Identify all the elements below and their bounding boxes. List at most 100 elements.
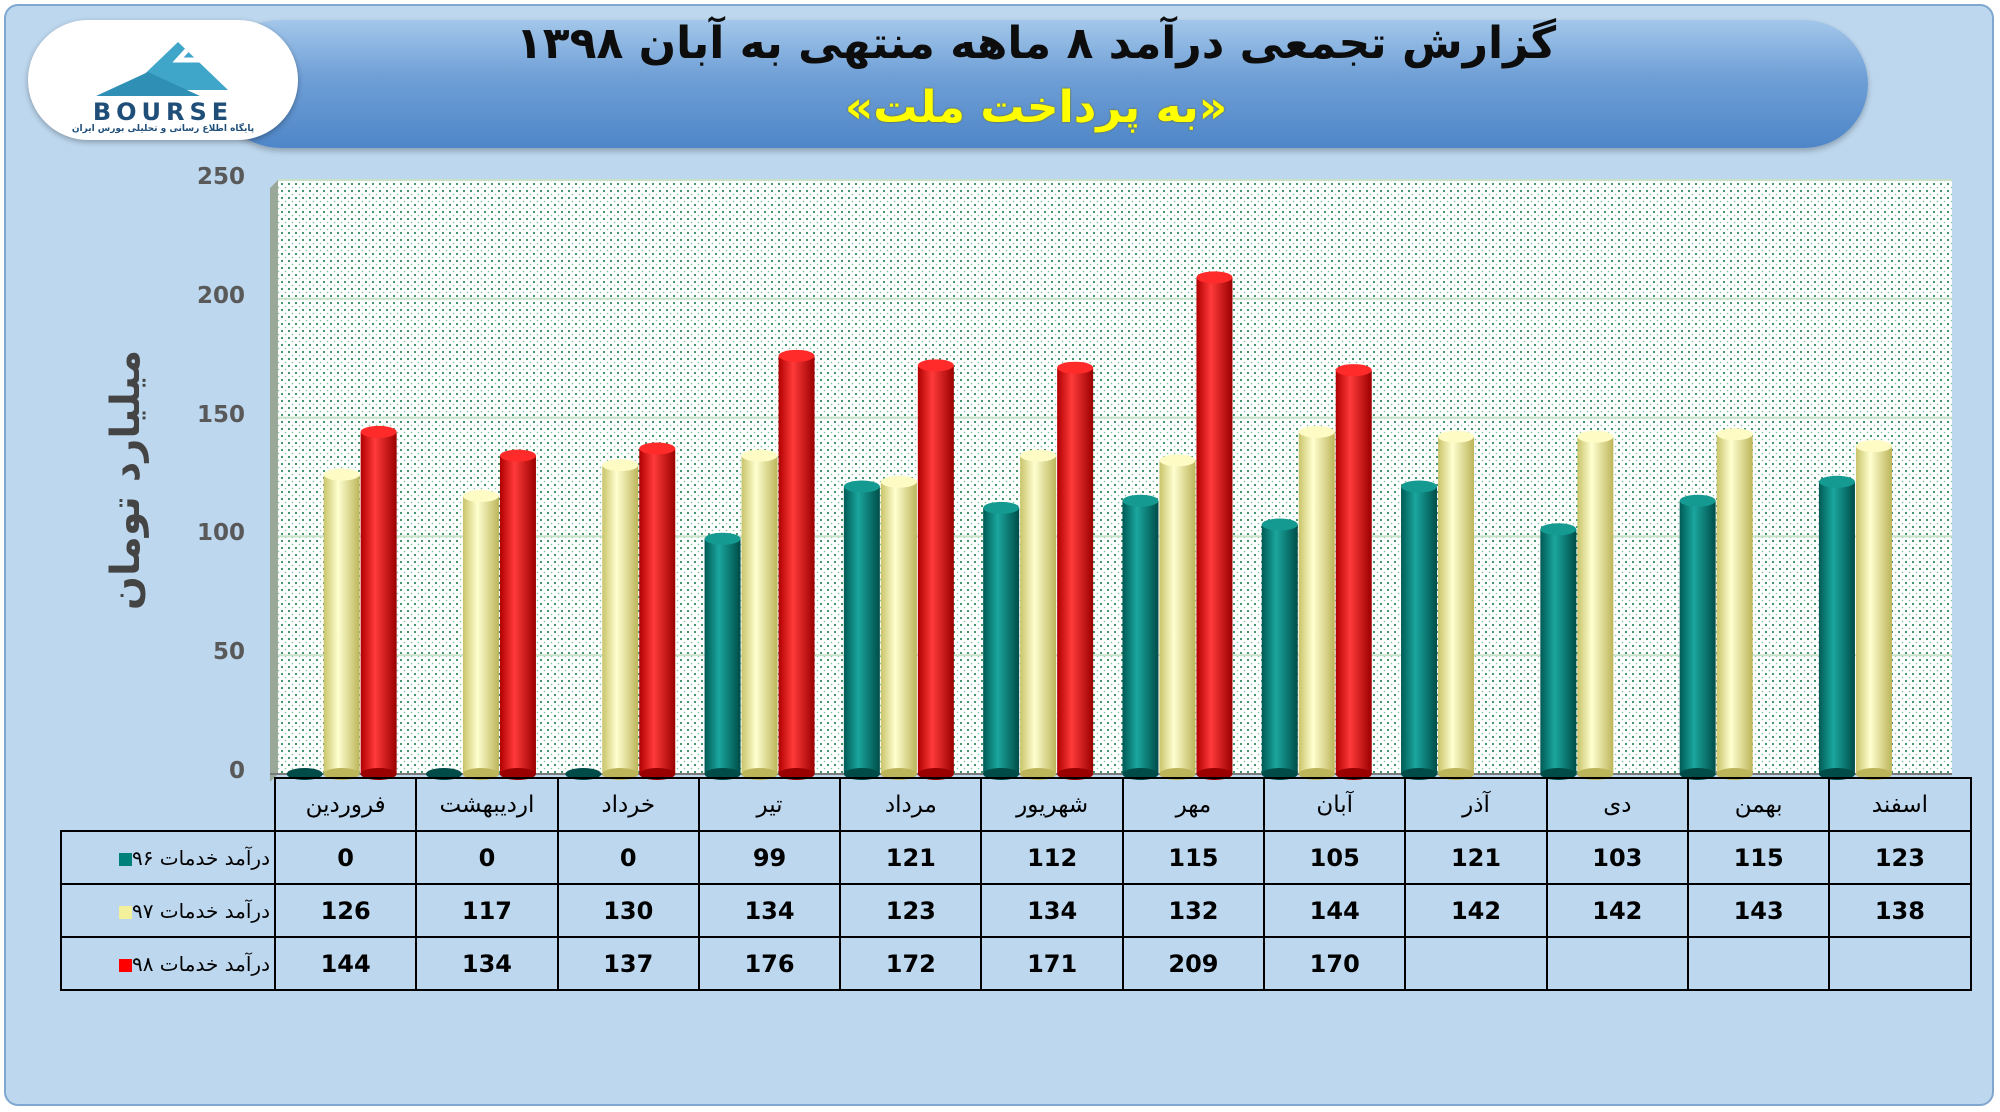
y-tick-label: 250 xyxy=(196,164,245,190)
bar-1-7 xyxy=(1298,425,1335,780)
bar-2-7 xyxy=(1335,364,1372,780)
x-tick-label: آذر xyxy=(1404,777,1548,832)
legend-swatch xyxy=(118,905,132,919)
bar-2-6 xyxy=(1196,271,1233,780)
bar-0-10 xyxy=(1679,494,1716,780)
plot-side-wall xyxy=(270,180,278,782)
data-label: 132 xyxy=(1121,883,1266,938)
chart-title: گزارش تجمعی درآمد ۸ ماهه منتهی به آبان ۱… xyxy=(515,18,1557,69)
chart-subtitle: «به پرداخت ملت» xyxy=(844,82,1228,133)
y-tick-label: 0 xyxy=(228,758,245,784)
bar-0-5 xyxy=(983,501,1020,780)
data-label xyxy=(1686,936,1831,991)
legend-entry: درآمد خدمات ۹۸ xyxy=(60,936,276,991)
data-label: 134 xyxy=(697,883,842,938)
data-label: 99 xyxy=(697,830,842,885)
legend-label: درآمد خدمات ۹۶ xyxy=(131,845,270,870)
bar-1-9 xyxy=(1577,430,1614,780)
bar-0-1 xyxy=(425,768,462,780)
bar-2-2 xyxy=(639,442,676,780)
data-label: 0 xyxy=(556,830,700,885)
data-label: 137 xyxy=(556,936,700,991)
y-tick-label: 50 xyxy=(212,639,245,666)
data-label: 171 xyxy=(980,936,1124,991)
y-tick-label: 150 xyxy=(196,401,245,428)
data-label: 123 xyxy=(839,883,983,938)
data-label xyxy=(1828,936,1972,991)
bar-1-4 xyxy=(880,475,917,780)
plot-background xyxy=(270,180,1952,782)
data-label: 143 xyxy=(1686,883,1831,938)
data-label: 138 xyxy=(1828,883,1972,938)
bar-1-5 xyxy=(1020,449,1057,780)
x-tick-label: اردیبهشت xyxy=(415,777,559,832)
bar-1-0 xyxy=(323,468,360,780)
table-row: درآمد خدمات ۹۸ 144 134 137 176 172 171 209 170 xyxy=(60,936,1972,991)
legend-swatch xyxy=(118,852,132,866)
bar-2-4 xyxy=(917,359,954,780)
data-label xyxy=(1545,936,1689,991)
gridlines xyxy=(270,179,1952,775)
bar-1-3 xyxy=(741,449,778,780)
x-tick-label: مرداد xyxy=(839,777,983,832)
bar-0-7 xyxy=(1261,518,1298,780)
bar-2-3 xyxy=(778,349,815,780)
data-label: 115 xyxy=(1686,830,1831,885)
x-tick-label: دی xyxy=(1545,777,1689,832)
y-tick-label: 100 xyxy=(196,520,245,547)
data-label: 142 xyxy=(1404,883,1548,938)
bar-1-8 xyxy=(1438,430,1475,780)
logo-text: BOURSE xyxy=(92,98,234,126)
data-label: 117 xyxy=(415,883,559,938)
data-label: 121 xyxy=(839,830,983,885)
data-label: 134 xyxy=(980,883,1124,938)
data-label: 172 xyxy=(839,936,983,991)
x-tick-label: تیر xyxy=(697,777,842,832)
bar-1-11 xyxy=(1855,440,1892,780)
bar-0-9 xyxy=(1540,523,1577,780)
y-tick-label: 200 xyxy=(196,282,245,309)
x-tick-label: مهر xyxy=(1121,777,1266,832)
data-label: 115 xyxy=(1121,830,1266,885)
data-table: فروردین اردیبهشت خرداد تیر مرداد شهریور مهر آبا… xyxy=(60,777,1972,991)
table-row: درآمد خدمات ۹۷ 126 117 130 134 123 134 132 144 14… xyxy=(60,883,1972,938)
data-label: 103 xyxy=(1545,830,1689,885)
bar-2-0 xyxy=(360,425,397,780)
data-label: 105 xyxy=(1263,830,1407,885)
x-tick-label: فروردین xyxy=(273,777,418,832)
title-banner xyxy=(216,20,1868,148)
logo-mark-icon xyxy=(96,35,228,96)
data-label: 130 xyxy=(556,883,700,938)
bar-0-6 xyxy=(1122,494,1159,780)
legend-label: درآمد خدمات ۹۷ xyxy=(131,898,270,923)
plot-area xyxy=(278,180,1952,774)
bar-1-2 xyxy=(602,459,639,780)
table-row: درآمد خدمات ۹۶ 0 0 0 99 121 112 115 105 121 103 115… xyxy=(60,830,1972,885)
bar-0-4 xyxy=(843,480,880,780)
bar-1-6 xyxy=(1159,454,1196,780)
bar-1-1 xyxy=(462,490,499,780)
data-label: 144 xyxy=(1263,883,1407,938)
data-label: 0 xyxy=(273,830,418,885)
x-tick-label: بهمن xyxy=(1686,777,1831,832)
table-header-row: فروردین اردیبهشت خرداد تیر مرداد شهریور مهر آبا… xyxy=(61,777,1972,832)
bar-2-5 xyxy=(1057,361,1094,780)
data-label: 142 xyxy=(1545,883,1689,938)
data-label: 123 xyxy=(1828,830,1972,885)
bar-0-11 xyxy=(1818,475,1855,780)
data-label: 121 xyxy=(1404,830,1548,885)
data-label: 144 xyxy=(273,936,418,991)
bar-0-8 xyxy=(1401,480,1438,780)
legend-entry: درآمد خدمات ۹۷ xyxy=(60,883,276,938)
bar-0-0 xyxy=(286,768,323,780)
data-label xyxy=(1404,936,1548,991)
bar-0-3 xyxy=(704,532,741,780)
bourse-logo: BOURSE پایگاه اطلاع رسانی و تحلیلی بورس … xyxy=(28,20,298,140)
logo-subtext: پایگاه اطلاع رسانی و تحلیلی بورس ایران xyxy=(71,124,255,134)
bar-0-2 xyxy=(565,768,602,780)
legend-label: درآمد خدمات ۹۸ xyxy=(131,951,270,976)
x-tick-label: آبان xyxy=(1263,777,1407,832)
data-label: 209 xyxy=(1121,936,1266,991)
data-label: 0 xyxy=(415,830,559,885)
